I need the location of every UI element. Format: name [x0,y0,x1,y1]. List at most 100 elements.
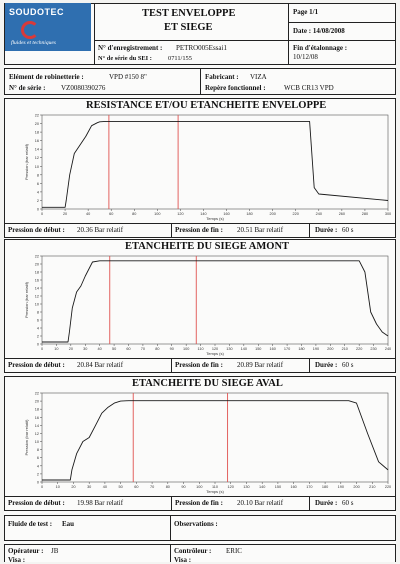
start-pressure-label: Pression de début : [8,499,65,507]
y-tick-label: 2 [37,472,39,476]
y-tick-label: 20 [35,122,39,126]
operator-label: Opérateur : [8,547,44,555]
x-tick-label: 10 [54,347,58,351]
x-tick-label: 90 [170,347,174,351]
y-tick-label: 14 [35,424,39,428]
x-tick-label: 220 [356,347,362,351]
x-tick-label: 0 [41,485,43,489]
y-tick-label: 8 [37,173,39,177]
info-divider [200,68,201,95]
duration-label: Durée : [315,361,338,369]
y-tick-label: 18 [35,131,39,135]
y-tick-label: 16 [35,139,39,143]
controller-label: Contrôleur : [174,547,212,555]
x-tick-label: 110 [212,485,218,489]
y-tick-label: 12 [35,432,39,436]
results-divider [171,223,172,238]
y-tick-label: 2 [37,335,39,339]
results-divider [309,496,310,511]
y-tick-label: 0 [37,481,39,485]
observations-label: Observations : [174,520,218,528]
x-tick-label: 120 [212,347,218,351]
x-axis-label: Temps (s) [206,351,224,356]
observations-cell [170,515,396,541]
x-tick-label: 140 [259,485,265,489]
x-tick-label: 10 [56,485,60,489]
x-tick-label: 80 [155,347,159,351]
y-tick-label: 10 [35,165,39,169]
y-tick-label: 10 [35,440,39,444]
meta-divider [288,22,396,23]
x-tick-label: 80 [166,485,170,489]
valve-element-value: VPD #150 8" [109,73,147,81]
x-tick-label: 100 [154,212,160,216]
x-tick-label: 120 [177,212,183,216]
x-tick-label: 160 [269,347,275,351]
test-fluid-value: Eau [62,520,75,528]
x-tick-label: 50 [112,347,116,351]
y-tick-label: 2 [37,199,39,203]
y-tick-label: 0 [37,208,39,212]
start-pressure-label: Pression de début : [8,361,65,369]
end-pressure-label: Pression de fin : [175,499,223,507]
end-pressure-label: Pression de fin : [175,361,223,369]
end-pressure-value: 20.10 Bar relatif [237,499,284,507]
envelope-results-row [4,223,396,238]
upstream-seat-title: ETANCHEITE DU SIEGE AMONT [125,241,290,252]
x-tick-label: 260 [339,212,345,216]
x-tick-label: 70 [141,347,145,351]
duration-value: 60 s [342,361,354,369]
duration-label: Durée : [315,226,338,234]
y-tick-label: 18 [35,408,39,412]
y-tick-label: 12 [35,295,39,299]
controller-value: ERIC [226,547,242,555]
manufacturer-value: VIZA [250,73,267,81]
serial-number-value: VZ0080390276 [61,84,106,92]
x-tick-label: 280 [362,212,368,216]
y-axis-label: Pression (bar relatif) [24,281,29,318]
controller-visa-label: Visa : [174,556,192,564]
x-axis-label: Temps (s) [206,489,224,494]
y-tick-label: 16 [35,279,39,283]
x-tick-label: 40 [98,347,102,351]
results-divider [171,358,172,373]
report-date: Date : 14/08/2008 [293,27,345,35]
x-tick-label: 100 [183,347,189,351]
sei-serial-value: 0711/155 [168,55,192,62]
y-tick-label: 14 [35,148,39,152]
x-tick-label: 200 [269,212,275,216]
results-divider [309,223,310,238]
y-tick-label: 6 [37,319,39,323]
x-tick-label: 230 [370,347,376,351]
title-line-2: ET SIEGE [164,22,213,33]
x-tick-label: 300 [385,212,391,216]
duration-label: Durée : [315,499,338,507]
x-tick-label: 0 [41,347,43,351]
y-tick-label: 6 [37,182,39,186]
x-tick-label: 130 [226,347,232,351]
operator-value: JB [51,547,59,555]
x-tick-label: 50 [119,485,123,489]
record-number-value: PETRO005Essai1 [176,44,227,52]
x-tick-label: 170 [306,485,312,489]
y-tick-label: 12 [35,156,39,160]
calibration-end-value: 10/12/08 [293,53,318,61]
y-tick-label: 6 [37,456,39,460]
y-tick-label: 22 [35,392,39,396]
y-tick-label: 22 [35,114,39,118]
x-tick-label: 190 [313,347,319,351]
pressure-curve [42,120,389,208]
downstream-pressure-chart: 0 2 4 6 8 10 12 14 16 18 20 22 0 10 20 30 40 50 60 70 80 90 10… [4,389,396,496]
end-pressure-value: 20.51 Bar relatif [237,226,284,234]
plot-area [41,255,389,345]
functional-ref-label: Repère fonctionnel : [205,84,266,92]
plot-area [41,392,389,483]
y-tick-label: 10 [35,303,39,307]
x-tick-label: 20 [63,212,67,216]
y-tick-label: 4 [37,327,39,331]
results-divider [309,358,310,373]
x-tick-label: 160 [223,212,229,216]
x-tick-label: 80 [132,212,136,216]
